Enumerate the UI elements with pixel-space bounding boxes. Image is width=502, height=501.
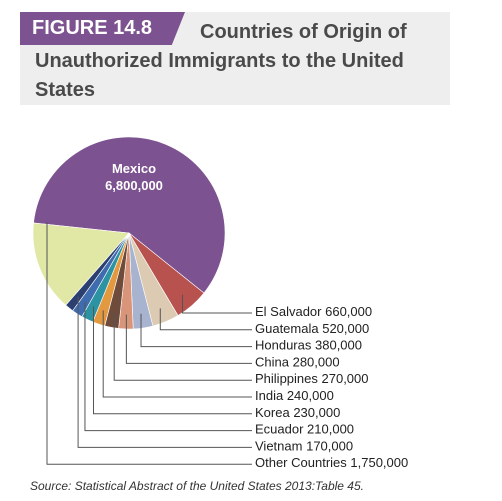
- slice-label: Guatemala 520,000: [255, 321, 369, 336]
- value-label: 280,000: [293, 355, 340, 370]
- category-label: El Salvador: [255, 304, 322, 319]
- leader-line: [84, 301, 252, 432]
- pie-slice: [32, 222, 130, 306]
- header: Countries of Origin of Unauthorized Immi…: [20, 12, 450, 105]
- leader-line: [159, 308, 252, 331]
- value-label: 660,000: [325, 304, 372, 319]
- slice-label: China 280,000: [255, 355, 340, 370]
- category-label: China: [255, 355, 290, 370]
- value-label: 380,000: [315, 338, 362, 353]
- value-label: 6,800,000: [105, 178, 163, 193]
- category-label: Mexico: [112, 161, 156, 176]
- leader-line: [93, 306, 252, 415]
- leader-line: [140, 313, 252, 348]
- category-label: Ecuador: [255, 422, 304, 437]
- category-label: Korea: [255, 405, 290, 420]
- leader-line: [77, 296, 252, 448]
- slice-label: Ecuador 210,000: [255, 422, 354, 437]
- chart: Mexico 6,800,000 El Salvador 660,000 Guatem…: [32, 136, 408, 471]
- slice-label: India 240,000: [255, 388, 334, 403]
- value-label: 270,000: [322, 372, 369, 387]
- leader-line: [113, 313, 252, 381]
- slice-label: El Salvador 660,000: [255, 304, 372, 319]
- value-label: 240,000: [287, 388, 334, 403]
- leader-line: [125, 314, 252, 364]
- category-label: Philippines: [255, 372, 318, 387]
- category-label: India: [255, 388, 284, 403]
- leader-line: [182, 294, 252, 314]
- slice-label: Honduras 380,000: [255, 338, 362, 353]
- value-label: 210,000: [307, 422, 354, 437]
- category-label: Honduras: [255, 338, 312, 353]
- leader-line: [102, 310, 252, 398]
- category-label: Other Countries: [255, 456, 347, 471]
- source-note: Source: Statistical Abstract of the Unit…: [30, 479, 364, 493]
- slice-label: Korea 230,000: [255, 405, 340, 420]
- slice-label: Other Countries 1,750,000: [255, 456, 408, 471]
- pie-slice: [33, 136, 226, 294]
- value-label: 520,000: [322, 321, 369, 336]
- category-label: Guatemala: [255, 321, 319, 336]
- slice-label: Philippines 270,000: [255, 372, 369, 387]
- slice-label: Mexico 6,800,000: [105, 161, 163, 193]
- chart-title: Countries of Origin of Unauthorized Immi…: [35, 21, 407, 101]
- leader-line: [46, 222, 252, 465]
- value-label: 1,750,000: [350, 456, 408, 471]
- category-label: Vietnam: [255, 439, 302, 454]
- value-label: 170,000: [306, 439, 353, 454]
- slice-label: Vietnam 170,000: [255, 439, 353, 454]
- figure-label: FIGURE 14.8: [20, 12, 185, 45]
- value-label: 230,000: [293, 405, 340, 420]
